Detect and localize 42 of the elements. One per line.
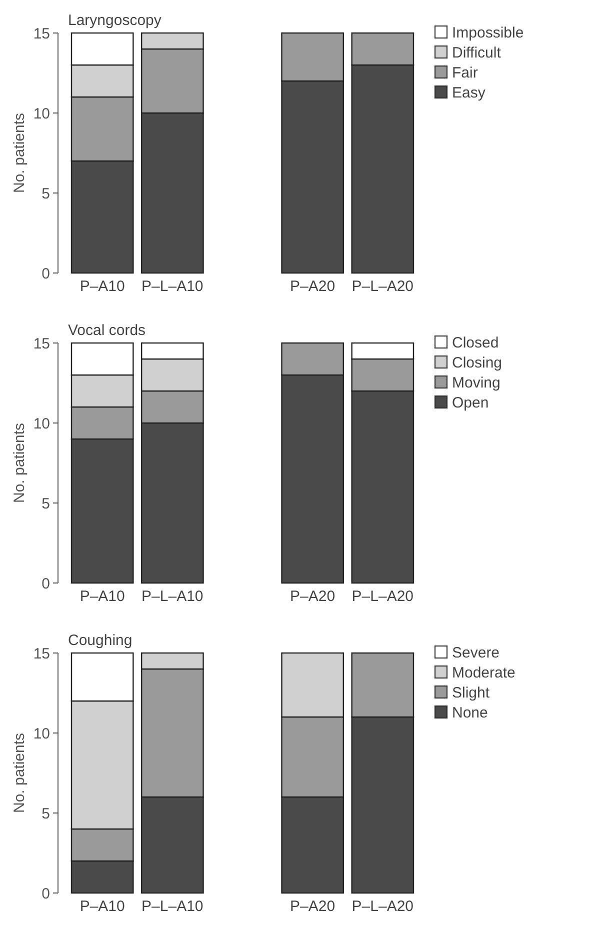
y-tick-label: 15 xyxy=(33,335,50,352)
y-tick-label: 5 xyxy=(42,805,50,822)
y-axis-title: No. patients xyxy=(11,732,28,814)
legend-label: Difficult xyxy=(452,44,502,62)
x-tick-label: P–A10 xyxy=(80,898,125,915)
chart-title: Laryngoscopy xyxy=(68,12,162,29)
chart-title: Vocal cords xyxy=(68,322,146,339)
legend-label: Impossible xyxy=(452,24,524,42)
legend-label: Slight xyxy=(452,684,490,702)
y-tick-label: 15 xyxy=(33,25,50,42)
legend-label: None xyxy=(452,704,488,722)
x-tick-label: P–A20 xyxy=(290,278,336,295)
y-tick-label: 5 xyxy=(42,495,50,512)
legend-label: Moving xyxy=(452,374,500,392)
y-tick-label: 0 xyxy=(42,885,50,902)
y-tick-label: 0 xyxy=(42,265,50,282)
y-tick-label: 10 xyxy=(33,415,50,432)
x-tick-label: P–L–A10 xyxy=(142,898,204,915)
chart-title: Coughing xyxy=(68,632,132,649)
x-tick-label: P–L–A10 xyxy=(142,588,204,605)
legend-label: Closed xyxy=(452,334,499,352)
x-tick-label: P–L–A20 xyxy=(352,588,414,605)
y-tick-label: 5 xyxy=(42,185,50,202)
y-tick-label: 10 xyxy=(33,105,50,122)
y-axis-title: No. patients xyxy=(11,112,28,194)
legend-label: Closing xyxy=(452,354,502,372)
legend-label: Easy xyxy=(452,84,486,102)
x-tick-label: P–A20 xyxy=(290,588,336,605)
x-tick-label: P–L–A20 xyxy=(352,278,414,295)
y-tick-label: 15 xyxy=(33,645,50,662)
y-tick-label: 0 xyxy=(42,575,50,592)
legend-label: Open xyxy=(452,394,489,412)
y-tick-label: 10 xyxy=(33,725,50,742)
x-tick-label: P–A10 xyxy=(80,278,125,295)
x-tick-label: P–A10 xyxy=(80,588,125,605)
legend-label: Fair xyxy=(452,64,478,82)
x-tick-label: P–L–A10 xyxy=(142,278,204,295)
legend-label: Moderate xyxy=(452,664,516,682)
legend-label: Severe xyxy=(452,644,500,662)
x-tick-label: P–L–A20 xyxy=(352,898,414,915)
y-axis-title: No. patients xyxy=(11,422,28,504)
x-tick-label: P–A20 xyxy=(290,898,336,915)
